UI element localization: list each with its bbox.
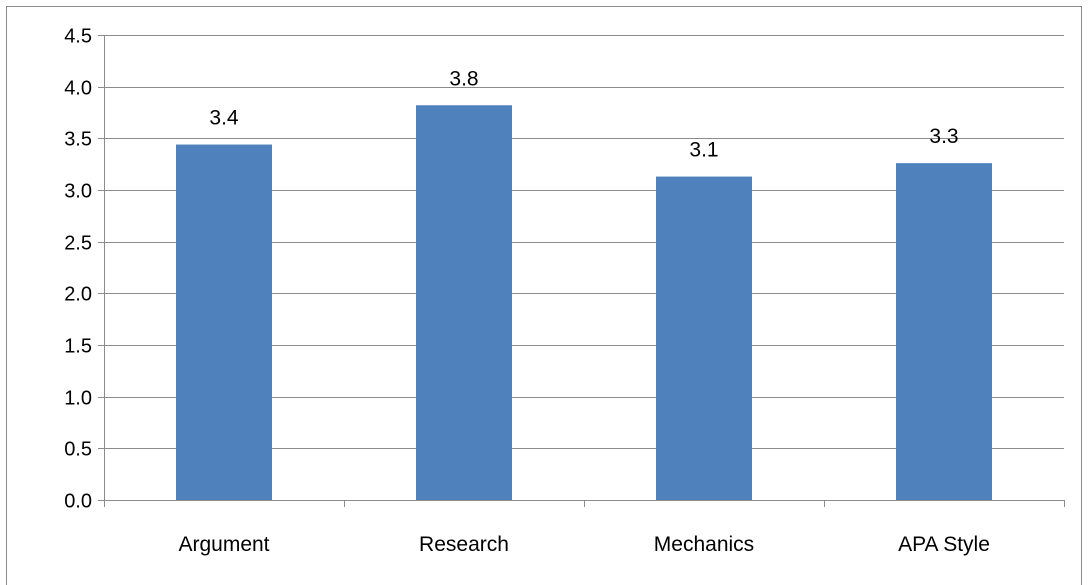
bar bbox=[176, 144, 272, 501]
data-label: 3.3 bbox=[929, 125, 958, 148]
data-label: 3.8 bbox=[449, 67, 478, 90]
y-tick-label: 2.0 bbox=[64, 284, 92, 306]
y-tick-label: 3.0 bbox=[64, 181, 92, 203]
y-tick-label: 1.5 bbox=[64, 336, 92, 358]
axes bbox=[98, 35, 1065, 507]
x-category-labels: Argument Research Mechanics APA Style bbox=[178, 533, 989, 556]
y-tick-label: 4.5 bbox=[64, 26, 92, 48]
bar bbox=[656, 176, 752, 501]
y-tick-label: 4.0 bbox=[64, 78, 92, 100]
bar bbox=[416, 105, 512, 501]
x-category-label: Research bbox=[419, 533, 509, 556]
y-tick-label: 3.5 bbox=[64, 129, 92, 151]
y-tick-label: 0.0 bbox=[64, 491, 92, 513]
x-category-label: APA Style bbox=[898, 533, 990, 556]
y-tick-label: 0.5 bbox=[64, 439, 92, 461]
y-tick-label: 2.5 bbox=[64, 233, 92, 255]
x-category-label: Mechanics bbox=[654, 533, 754, 556]
y-tick-label: 1.0 bbox=[64, 388, 92, 410]
y-tick-labels: 0.0 0.5 1.0 1.5 2.0 2.5 3.0 3.5 4.0 4.5 bbox=[64, 26, 92, 513]
bars bbox=[176, 105, 992, 501]
bar bbox=[896, 163, 992, 500]
data-label: 3.4 bbox=[209, 107, 239, 130]
data-labels: 3.4 3.8 3.1 3.3 bbox=[209, 67, 958, 161]
x-category-label: Argument bbox=[178, 533, 269, 556]
data-label: 3.1 bbox=[689, 139, 718, 162]
